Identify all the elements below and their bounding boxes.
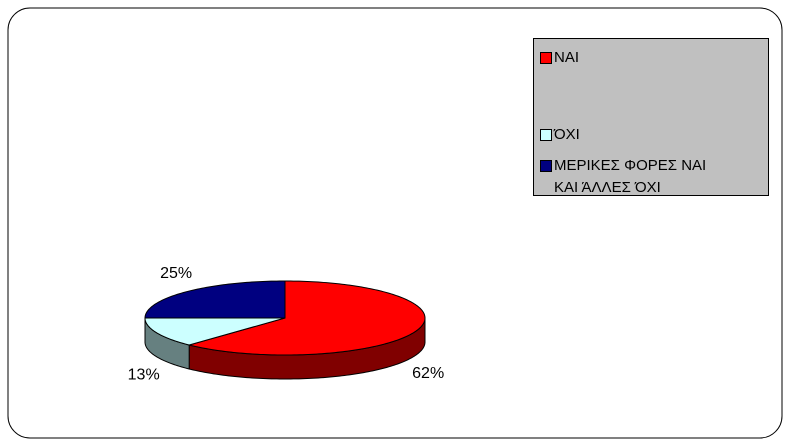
legend: ΝΑΙ ΌΧΙ ΜΕΡΙΚΕΣ ΦΟΡΕΣ ΝΑΙ ΚΑΙ ΆΛΛΕΣ ΌΧΙ — [533, 38, 769, 196]
data-label: 13% — [128, 366, 160, 383]
legend-swatch — [540, 129, 552, 141]
legend-label: ΌΧΙ — [554, 126, 580, 143]
pie-slice — [144, 317, 286, 346]
legend-swatch — [540, 52, 552, 64]
pie-slice — [144, 280, 286, 319]
data-label: 25% — [160, 265, 192, 282]
legend-label: ΜΕΡΙΚΕΣ ΦΟΡΕΣ ΝΑΙ ΚΑΙ ΆΛΛΕΣ ΌΧΙ — [554, 157, 707, 196]
legend-entry: ΜΕΡΙΚΕΣ ΦΟΡΕΣ ΝΑΙ ΚΑΙ ΆΛΛΕΣ ΌΧΙ — [540, 155, 760, 199]
legend-entry: ΝΑΙ — [540, 47, 760, 69]
legend-swatch — [540, 160, 552, 172]
legend-label: ΝΑΙ — [554, 49, 580, 66]
data-label: 62% — [412, 365, 444, 382]
pie-slice — [187, 280, 426, 356]
legend-entry: ΌΧΙ — [540, 124, 760, 146]
